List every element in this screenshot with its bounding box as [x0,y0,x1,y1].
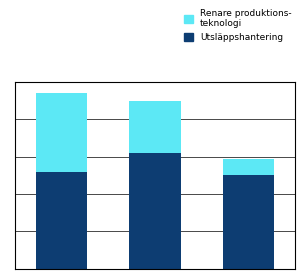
Bar [223,159,274,175]
Bar [130,101,181,153]
Legend: Renare produktions-
teknologi, Utsläppshantering: Renare produktions- teknologi, Utsläppsh… [182,7,293,44]
Bar [36,93,88,172]
Bar [130,153,181,269]
Bar [36,172,88,269]
Bar [223,175,274,269]
